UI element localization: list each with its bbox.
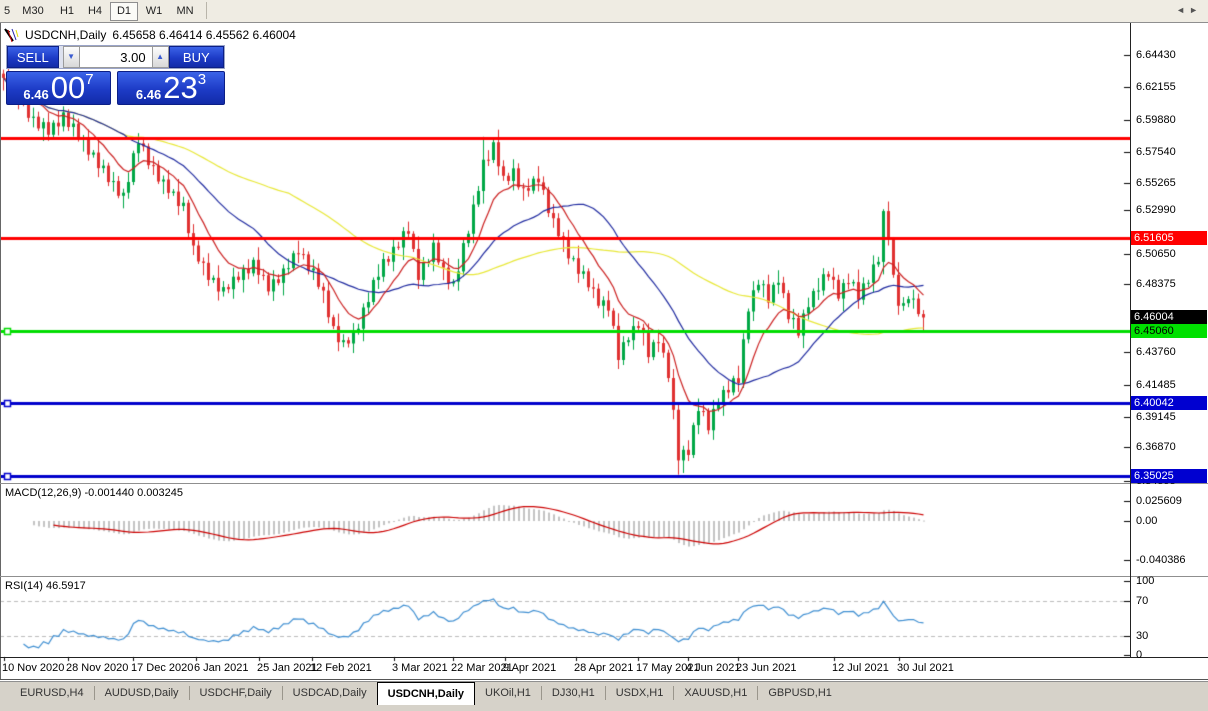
green-level-price-label: 6.45060 <box>1131 324 1207 338</box>
tab-separator <box>540 686 542 700</box>
timeframe-button-h1[interactable]: H1 <box>59 5 75 17</box>
blue-level-price-label: 6.40042 <box>1131 396 1207 410</box>
date-tick-label: 25 Jan 2021 <box>257 662 318 674</box>
date-tick-label: 23 Jun 2021 <box>736 662 797 674</box>
price-axis-line <box>1130 23 1131 657</box>
date-tick-label: 3 Mar 2021 <box>392 662 448 674</box>
date-tick-label: 10 Nov 2020 <box>2 662 65 674</box>
timeframe-button-mn[interactable]: MN <box>176 5 194 17</box>
symbol-tab-bar: EURUSD,H4 AUDUSD,Daily USDCHF,Daily USDCAD,… <box>0 681 1208 711</box>
axis-tick-label: 6.50650 <box>1136 248 1176 260</box>
ask-price-big: 23 <box>163 70 198 105</box>
tab-separator <box>188 686 190 700</box>
axis-tick-label: 0 <box>1136 649 1143 661</box>
axis-tick-label: 30 <box>1136 630 1149 642</box>
ask-price-button[interactable]: 6.46 23 3 <box>117 71 225 105</box>
date-tick-label: 12 Feb 2021 <box>310 662 372 674</box>
axis-tick-label: 6.48375 <box>1136 278 1176 290</box>
volume-input[interactable] <box>79 46 152 68</box>
symbol-tab-dj30[interactable]: DJ30,H1 <box>551 687 595 699</box>
current-price-label: 6.46004 <box>1131 310 1207 324</box>
timeframe-button-5[interactable]: 5 <box>3 5 11 17</box>
red-level-price-label: 6.51605 <box>1131 231 1207 245</box>
axis-tick-label: 6.64430 <box>1136 49 1176 61</box>
date-tick-label: 6 Jan 2021 <box>194 662 249 674</box>
trade-panel-top-row: SELL ▼ ▲ BUY <box>6 45 225 69</box>
volume-stepper: ▼ ▲ <box>62 46 169 68</box>
axis-tick-label: 6.59880 <box>1136 114 1176 126</box>
date-tick-label: 28 Nov 2020 <box>66 662 129 674</box>
chart-title-overlay: USDCNH,Daily 6.45658 6.46414 6.45562 6.4… <box>4 27 296 43</box>
chart-left-border <box>0 22 1 680</box>
axis-tick-label: 6.55265 <box>1136 177 1176 189</box>
sell-button[interactable]: SELL <box>7 46 59 68</box>
axis-tick-label: 100 <box>1136 575 1155 587</box>
tab-scroll-left-icon[interactable]: ◄ <box>1176 5 1190 15</box>
bid-price-button[interactable]: 6.46 00 7 <box>6 71 111 105</box>
symbol-tab-audusd[interactable]: AUDUSD,Daily <box>104 687 179 699</box>
ask-price-small: 6.46 <box>135 87 162 102</box>
symbol-tab-xauusd[interactable]: XAUUSD,H1 <box>684 687 748 699</box>
timeframe-button-w1[interactable]: W1 <box>145 5 163 17</box>
date-tick-label: 17 May 2021 <box>636 662 700 674</box>
symbol-tab-eurusd[interactable]: EURUSD,H4 <box>20 687 84 699</box>
bid-price-big: 00 <box>50 70 86 105</box>
rsi-label: RSI(14) 46.5917 <box>5 580 86 592</box>
date-axis-separator <box>0 657 1208 658</box>
date-tick-label: 4 Jun 2021 <box>686 662 741 674</box>
symbol-tab-gbpusd[interactable]: GBPUSD,H1 <box>768 687 832 699</box>
timeframe-button-m30[interactable]: M30 <box>22 5 44 17</box>
axis-tick-label: -0.040386 <box>1136 554 1186 566</box>
tab-scroll-arrows[interactable]: ◄► <box>1176 5 1202 15</box>
date-tick-label: 28 Apr 2021 <box>574 662 634 674</box>
symbol-tab-usdx[interactable]: USDX,H1 <box>615 687 664 699</box>
chart-bottom-border <box>0 679 1208 680</box>
axis-tick-label: 70 <box>1136 595 1149 607</box>
axis-tick-label: 6.43760 <box>1136 346 1176 358</box>
axis-tick-label: 6.36870 <box>1136 441 1176 453</box>
one-click-trading-panel: SELL ▼ ▲ BUY 6.46 00 7 6.46 23 3 <box>6 45 225 105</box>
blue-level-price-label: 6.35025 <box>1131 469 1207 483</box>
tab-separator <box>93 686 95 700</box>
timeframe-toolbar: 5 M30 H1 H4 D1 W1 MN <box>0 0 1208 23</box>
timeframe-button-d1[interactable]: D1 <box>110 2 138 21</box>
tab-separator <box>281 686 283 700</box>
bid-price-small: 6.46 <box>23 87 49 102</box>
macd-window-splitter[interactable] <box>0 483 1208 484</box>
tab-separator <box>604 686 606 700</box>
symbol-tab-usdcad[interactable]: USDCAD,Daily <box>292 687 367 699</box>
chart-symbol-period: USDCNH,Daily <box>25 28 107 42</box>
symbol-tab-usdchf[interactable]: USDCHF,Daily <box>199 687 272 699</box>
tab-separator <box>757 686 759 700</box>
rsi-window-splitter[interactable] <box>0 576 1208 577</box>
axis-tick-label: 6.39145 <box>1136 411 1176 423</box>
chart-canvas[interactable] <box>0 0 1130 680</box>
date-tick-label: 12 Jul 2021 <box>832 662 889 674</box>
symbol-tab-ukoil[interactable]: UKOil,H1 <box>485 687 531 699</box>
axis-tick-label: 6.62155 <box>1136 81 1176 93</box>
chart-ohlc-values: 6.45658 6.46414 6.45562 6.46004 <box>112 28 296 42</box>
ask-price-sup: 3 <box>197 71 207 88</box>
axis-tick-label: 6.52990 <box>1136 204 1176 216</box>
tab-scroll-right-icon[interactable]: ► <box>1189 5 1202 15</box>
symbol-tab-usdcnh[interactable]: USDCNH,Daily <box>376 682 476 705</box>
volume-increase-button[interactable]: ▲ <box>151 46 169 68</box>
date-tick-label: 22 Mar 2021 <box>451 662 513 674</box>
axis-tick-label: 0.025609 <box>1136 495 1182 507</box>
axis-tick-label: 0.00 <box>1136 515 1158 527</box>
axis-tick-label: 6.57540 <box>1136 146 1176 158</box>
chart-cursor-icon <box>4 27 19 42</box>
volume-decrease-button[interactable]: ▼ <box>62 46 80 68</box>
timeframe-button-h4[interactable]: H4 <box>87 5 103 17</box>
macd-label: MACD(12,26,9) -0.001440 0.003245 <box>5 487 183 499</box>
toolbar-separator <box>206 2 207 19</box>
date-tick-label: 17 Dec 2020 <box>131 662 194 674</box>
buy-button[interactable]: BUY <box>168 46 224 68</box>
date-tick-label: 9 Apr 2021 <box>503 662 557 674</box>
date-tick-label: 30 Jul 2021 <box>897 662 954 674</box>
bid-price-sup: 7 <box>85 71 94 88</box>
tab-separator <box>673 686 675 700</box>
axis-tick-label: 6.41485 <box>1136 379 1176 391</box>
